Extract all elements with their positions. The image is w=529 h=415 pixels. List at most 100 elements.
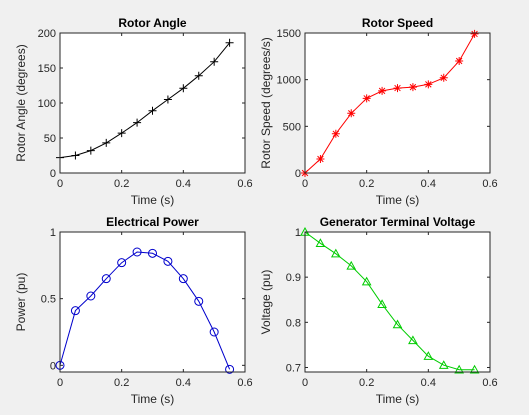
y-tick-label: 100 [38, 98, 56, 110]
data-point-marker [71, 151, 80, 160]
data-point-marker [408, 335, 418, 345]
data-point-marker [361, 276, 372, 286]
data-point-marker [315, 238, 326, 247]
subplot-rotor-speed: 0 0.2 0.4 0.6 0 500 1000 1500 Rotor Speed Time (s… [259, 16, 498, 207]
subplot-electrical-power: 0 0.2 0.4 0.6 0 0.5 1 Electrical Power Time (s) P… [14, 215, 253, 406]
data-point-marker [209, 327, 219, 337]
y-tick-label: 0.9 [286, 272, 301, 284]
x-axis-label: Time (s) [376, 392, 420, 406]
x-tick-label: 0.6 [482, 377, 497, 389]
y-tick-label: 50 [44, 133, 56, 145]
y-tick-label: 0 [50, 168, 56, 180]
series-line [59, 251, 231, 370]
x-axis-label: Time (s) [131, 193, 175, 207]
data-point-marker [132, 247, 142, 257]
y-axis-label: Voltage (pu) [259, 270, 273, 335]
y-tick-label: 200 [38, 28, 56, 40]
data-point-marker [439, 73, 448, 82]
x-tick-label: 0.4 [176, 377, 191, 389]
data-point-marker [377, 299, 387, 308]
data-point-marker [194, 71, 203, 80]
data-point-marker [210, 57, 219, 66]
y-axis-label: Rotor Angle (degrees) [14, 44, 28, 161]
plot-area [60, 232, 245, 372]
y-tick-label: 0.5 [41, 294, 56, 306]
y-tick-label: 0.7 [286, 362, 301, 374]
y-tick-label: 0 [50, 360, 56, 372]
data-point-marker [346, 260, 357, 270]
x-tick-label: 0.4 [421, 377, 436, 389]
data-point-marker [225, 38, 234, 47]
data-point-marker [455, 57, 464, 65]
x-tick-label: 0 [57, 178, 63, 190]
data-point-marker [469, 364, 480, 374]
y-tick-label: 1000 [277, 75, 301, 87]
x-tick-label: 0.6 [237, 178, 252, 190]
x-tick-label: 0.2 [114, 377, 129, 389]
data-point-marker [347, 109, 356, 118]
data-point-marker [178, 274, 188, 284]
data-point-marker [133, 118, 142, 127]
y-axis-label: Rotor Speed (degrees/s) [259, 37, 273, 168]
y-tick-label: 150 [38, 63, 56, 75]
chart-title-generator-terminal-voltage: Generator Terminal Voltage [320, 215, 476, 229]
y-axis-label: Power (pu) [14, 273, 28, 332]
x-tick-label: 0 [302, 178, 308, 190]
axes-frame [59, 32, 246, 174]
data-point-marker [101, 274, 111, 284]
y-tick-label: 1 [50, 227, 56, 239]
subplot-rotor-angle: 0 0.2 0.4 0.6 0 50 100 150 200 Rotor Angle Time (s… [14, 16, 253, 207]
data-point-marker [423, 351, 434, 360]
axes-frame [59, 231, 246, 373]
plot-area [305, 232, 490, 372]
x-tick-label: 0.6 [237, 377, 252, 389]
y-tick-label: 500 [283, 121, 301, 133]
x-tick-label: 0.2 [114, 178, 129, 190]
y-tick-label: 1500 [277, 28, 301, 40]
data-point-marker [117, 129, 126, 138]
data-point-marker [378, 86, 387, 95]
data-point-marker [316, 155, 325, 163]
data-point-marker [225, 364, 235, 374]
data-point-marker [408, 83, 417, 92]
y-tick-label: 1 [295, 227, 301, 239]
data-point-marker [86, 146, 95, 155]
y-tick-label: 0 [295, 168, 301, 180]
series-line [59, 42, 230, 159]
chart-title-rotor-angle: Rotor Angle [118, 16, 187, 30]
axes-frame [304, 231, 491, 373]
data-point-marker [194, 296, 204, 306]
x-axis-label: Time (s) [376, 193, 420, 207]
data-point-marker [148, 248, 157, 258]
data-point-marker [362, 94, 371, 103]
data-point-marker [331, 129, 340, 138]
data-point-marker [454, 364, 465, 374]
data-point-marker [102, 138, 111, 147]
data-point-marker [117, 258, 127, 268]
x-tick-label: 0.4 [176, 178, 191, 190]
data-point-marker [470, 29, 479, 38]
data-point-marker [70, 306, 80, 316]
axes-frame [304, 32, 491, 174]
x-axis-label: Time (s) [131, 392, 175, 406]
x-tick-label: 0.6 [482, 178, 497, 190]
y-tick-label: 0.8 [286, 317, 301, 329]
plot-area [305, 33, 490, 173]
data-point-marker [163, 256, 173, 266]
subplot-generator-terminal-voltage: 0 0.2 0.4 0.6 0.7 0.8 0.9 1 Generator Terminal V… [259, 215, 498, 406]
x-tick-label: 0.4 [421, 178, 436, 190]
x-tick-label: 0 [302, 377, 308, 389]
x-tick-label: 0.2 [359, 377, 374, 389]
data-point-marker [148, 106, 157, 115]
chart-title-electrical-power: Electrical Power [106, 215, 199, 229]
data-point-marker [424, 80, 433, 89]
data-point-marker [163, 95, 172, 104]
data-point-marker [393, 84, 402, 93]
data-point-marker [179, 84, 188, 93]
data-point-marker [330, 248, 341, 258]
data-point-marker [86, 291, 96, 301]
data-point-marker [438, 360, 449, 369]
data-point-marker [392, 319, 403, 329]
x-tick-label: 0 [57, 377, 63, 389]
